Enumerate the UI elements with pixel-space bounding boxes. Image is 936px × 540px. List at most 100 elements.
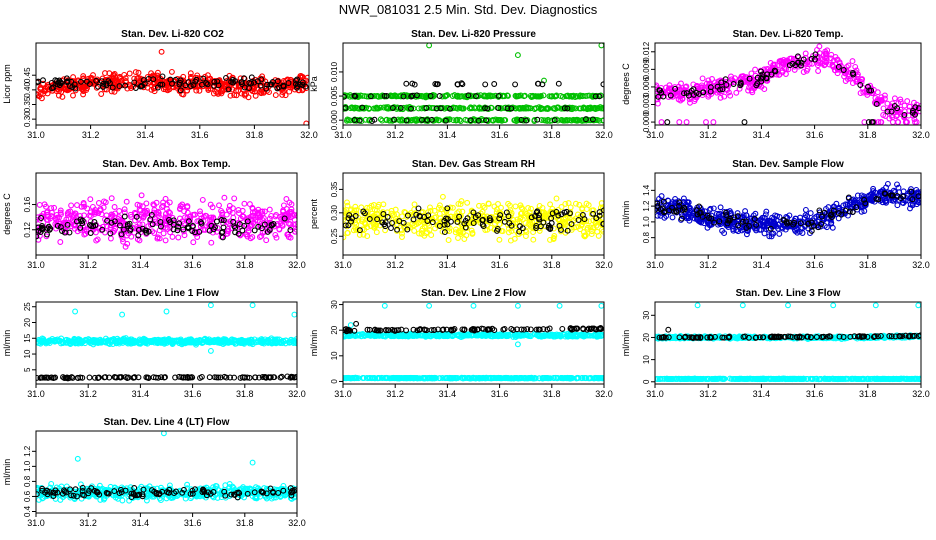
data-point [57,207,64,214]
data-point [122,374,129,381]
data-point [442,93,449,100]
data-point [344,92,351,99]
data-point [482,93,488,100]
data-point [730,81,737,87]
data-point [177,339,184,346]
data-point [889,192,896,199]
outlier-point [598,302,604,309]
data-point [797,220,804,227]
data-point [131,374,138,381]
data-point [369,118,375,124]
data-point [38,215,45,221]
data-point [260,338,267,345]
data-point [53,211,60,218]
data-point [258,225,265,232]
series-main [655,43,921,125]
data-point [232,337,239,344]
data-point [560,216,567,223]
data-point [154,72,161,79]
data-point [388,210,395,217]
data-point [169,233,176,240]
data-point [389,104,396,111]
y-tick-label: 0.009 [642,59,651,80]
data-point [175,234,182,241]
data-point [112,210,119,217]
data-point [687,99,693,106]
data-point [86,374,93,381]
data-point [403,117,410,124]
data-point [247,222,254,229]
data-point [808,55,815,62]
series-black [36,211,294,241]
data-point [107,230,114,237]
data-point [143,200,150,207]
data-point [286,199,293,206]
data-point [81,203,88,210]
data-point [523,117,530,124]
data-point [562,200,569,207]
x-tick-label: 32.0 [595,260,613,270]
data-point [868,87,875,94]
panel-3: Stan. Dev. Li-820 Temp.degrees C31.0 31.2… [621,29,930,140]
data-point [184,224,191,231]
data-point [95,210,102,217]
data-point [497,104,504,111]
data-point [95,83,101,90]
data-point [283,196,290,202]
data-point [679,207,686,214]
data-point [116,222,123,229]
data-point [794,53,801,60]
data-point [184,204,191,211]
x-tick-label: 31.2 [386,260,404,270]
data-point [724,220,731,227]
data-point [193,87,200,94]
data-point [537,93,544,100]
x-tick-label: 31.0 [334,260,352,270]
data-point [178,374,185,381]
y-tick-label: 0.003 [642,94,651,115]
y-tick-label: 15 [23,333,32,342]
data-point [278,373,285,380]
data-point [884,100,891,107]
data-point [237,75,244,82]
data-point [804,65,811,72]
data-point [377,215,383,222]
data-point [723,81,730,88]
points-layer [343,193,604,244]
data-point [794,59,801,66]
y-tick-label: 0.45 [23,67,32,83]
data-point [383,117,390,124]
data-point [741,119,748,125]
data-point [875,196,882,203]
y-tick-label: 0.12 [23,221,32,237]
data-point [172,374,179,381]
data-point [343,92,348,99]
data-point [246,79,253,86]
outlier-point [381,302,388,309]
data-point [470,209,477,216]
outlier-point [426,43,433,49]
data-point [555,80,562,87]
y-axis-label: kPa [309,76,319,92]
data-point [366,216,373,222]
data-point [255,210,262,217]
data-point [364,233,371,240]
data-point [87,230,94,236]
data-point [92,222,99,229]
data-point [426,226,433,233]
data-point [185,225,192,232]
data-point [560,218,567,225]
data-point [593,222,600,229]
data-point [717,94,724,101]
data-point [176,373,183,380]
data-point [841,70,848,76]
data-point [523,229,530,235]
data-point [401,208,408,215]
data-point [758,68,764,75]
data-point [897,195,904,202]
data-point [590,210,597,217]
data-point [392,206,399,213]
data-point [706,215,712,221]
data-point [424,218,431,224]
